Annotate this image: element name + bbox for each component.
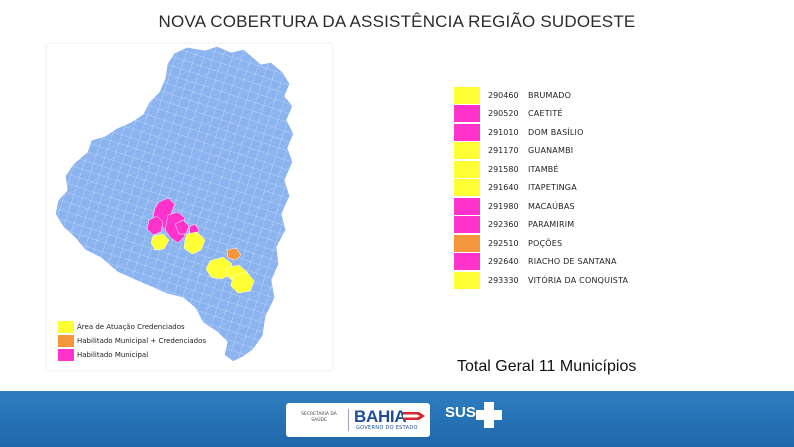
municipality-name: CAETITÉ: [528, 109, 563, 119]
map-legend: Área de Atuação Credenciados Habilitado …: [58, 320, 258, 362]
municipality-code: 290460: [488, 90, 519, 100]
municipality-code: 291170: [488, 146, 519, 156]
region-vitoria-da-conquista: [205, 256, 233, 280]
secretaria-label: SECRETARIA DA SAÚDE: [301, 412, 337, 423]
map-panel: [47, 44, 332, 370]
region-brumado: [183, 231, 206, 255]
bahia-flag-icon: [403, 412, 425, 420]
legend-item: Habilitado Municipal: [58, 348, 258, 361]
sus-cross-icon: [476, 402, 502, 428]
municipality-color-swatch: [454, 234, 480, 252]
legend-item: Habilitado Municipal + Credenciados: [58, 334, 258, 347]
municipality-list: 290460 BRUMADO 290520 CAETITÉ 291010 DOM BASÍ…: [454, 86, 754, 290]
municipality-color-swatch: [454, 253, 480, 271]
page-title: NOVA COBERTURA DA ASSISTÊNCIA REGIÃO SUD…: [158, 12, 636, 31]
region-itapetinga: [230, 271, 255, 294]
municipality-row: 292360 PARAMIRIM: [454, 216, 754, 235]
municipality-name: RIACHO DE SANTANA: [528, 257, 617, 267]
municipality-row: 290460 BRUMADO: [454, 86, 754, 105]
municipality-row: 292640 RIACHO DE SANTANA: [454, 253, 754, 272]
municipality-row: 291010 DOM BASÍLIO: [454, 123, 754, 142]
municipality-name: DOM BASÍLIO: [528, 127, 584, 137]
municipality-code: 292640: [488, 257, 519, 267]
legend-swatch-yellow: [58, 320, 74, 333]
governo-label: GOVERNO DO ESTADO: [356, 425, 418, 431]
municipality-code: 293330: [488, 275, 519, 285]
municipality-color-swatch: [454, 271, 480, 289]
bahia-logo-text: BAHIA: [354, 407, 407, 426]
region-paramirim: [174, 219, 190, 235]
municipality-row: 292510 POÇÕES: [454, 234, 754, 253]
bahia-map: [54, 45, 295, 363]
municipality-color-swatch: [454, 160, 480, 178]
municipality-row: 293330 VITÓRIA DA CONQUISTA: [454, 271, 754, 290]
legend-label: Habilitado Municipal: [77, 350, 149, 359]
municipality-name: POÇÕES: [528, 238, 563, 248]
municipality-color-swatch: [454, 142, 480, 160]
highlighted-municipalities: [146, 197, 255, 294]
legend-item: Área de Atuação Credenciados: [58, 320, 258, 333]
municipality-code: 291580: [488, 164, 519, 174]
region-guanambi: [150, 233, 170, 251]
municipality-color-swatch: [454, 216, 480, 234]
municipality-code: 292360: [488, 220, 519, 230]
municipality-color-swatch: [454, 123, 480, 141]
municipality-code: 292510: [488, 238, 519, 248]
region-pocoes: [226, 247, 242, 261]
municipality-row: 291170 GUANAMBI: [454, 142, 754, 161]
municipality-name: BRUMADO: [528, 90, 572, 100]
municipality-code: 291640: [488, 183, 519, 193]
municipality-code: 291980: [488, 201, 519, 211]
municipality-name: PARAMIRIM: [528, 220, 575, 230]
sus-logo-text: SUS: [445, 404, 476, 421]
legend-label: Habilitado Municipal + Credenciados: [77, 336, 207, 345]
municipality-row: 291640 ITAPETINGA: [454, 179, 754, 198]
municipality-color-swatch: [454, 86, 480, 104]
municipality-name: ITAMBÉ: [528, 164, 559, 174]
municipality-code: 291010: [488, 127, 519, 137]
municipality-color-swatch: [454, 197, 480, 215]
municipality-name: GUANAMBI: [528, 146, 574, 156]
legend-swatch-magenta: [58, 348, 74, 361]
legend-label: Área de Atuação Credenciados: [77, 322, 185, 331]
region-macaubas: [164, 211, 186, 244]
legend-swatch-orange: [58, 334, 74, 347]
municipality-row: 291580 ITAMBÉ: [454, 160, 754, 179]
municipality-name: ITAPETINGA: [528, 183, 577, 193]
municipality-row: 290520 CAETITÉ: [454, 105, 754, 124]
municipality-name: VITÓRIA DA CONQUISTA: [528, 275, 629, 285]
logo-divider: [348, 409, 349, 431]
municipality-name: MACAÚBAS: [528, 201, 575, 211]
footer-bar: SECRETARIA DA SAÚDE BAHIA GOVERNO DO EST…: [0, 391, 794, 447]
municipality-code: 290520: [488, 109, 519, 119]
total-label: Total Geral 11 Municípios: [457, 358, 637, 375]
municipality-color-swatch: [454, 105, 480, 123]
municipality-color-swatch: [454, 179, 480, 197]
municipality-row: 291980 MACAÚBAS: [454, 197, 754, 216]
region-riacho-de-santana: [146, 215, 164, 236]
government-logo-card: SECRETARIA DA SAÚDE BAHIA GOVERNO DO EST…: [286, 403, 430, 437]
